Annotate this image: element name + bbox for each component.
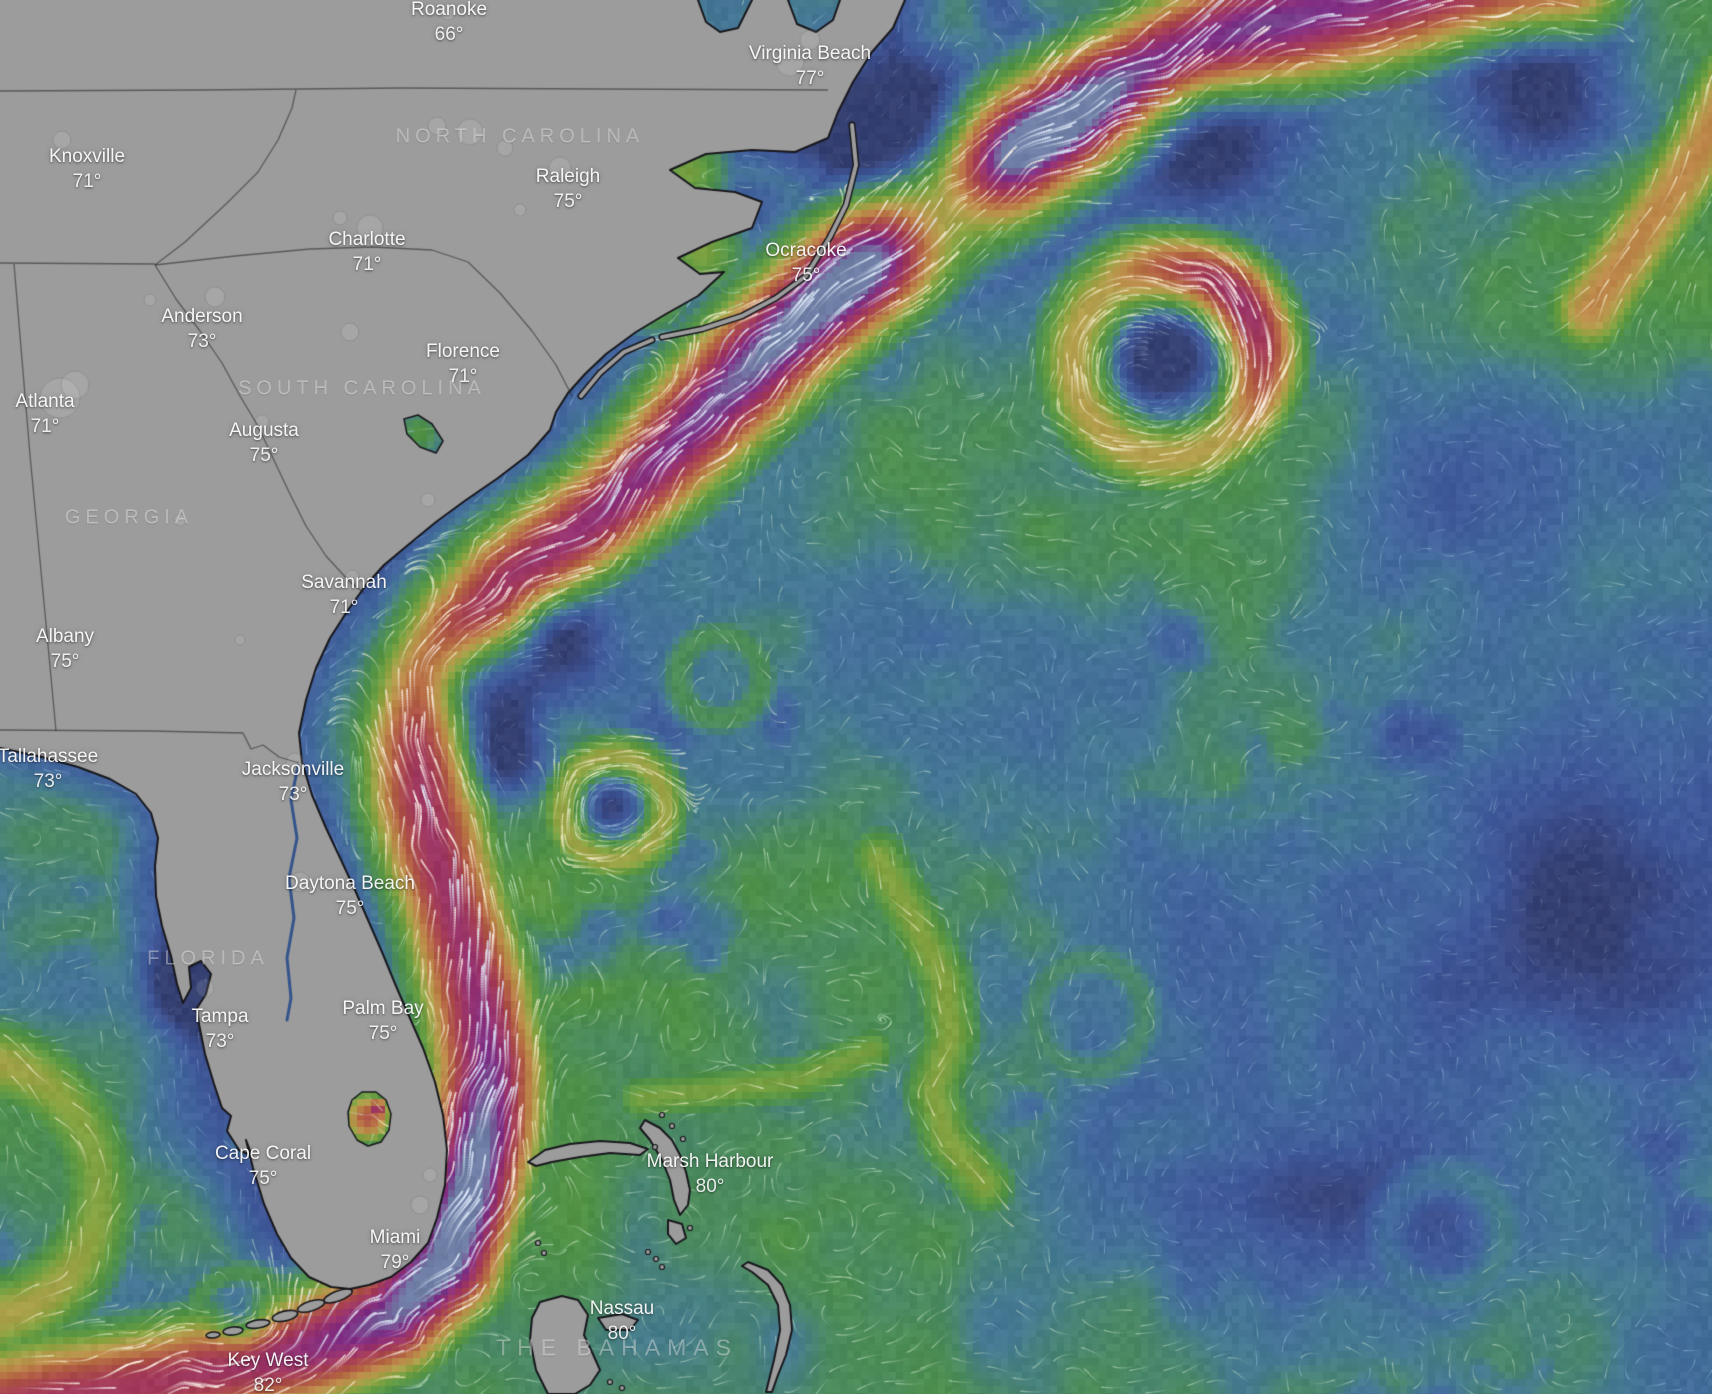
city-label[interactable]: Daytona Beach 75° bbox=[285, 871, 415, 921]
city-label[interactable]: Atlanta 71° bbox=[15, 389, 74, 439]
city-label[interactable]: Albany 75° bbox=[36, 624, 94, 674]
city-temperature: 75° bbox=[791, 265, 821, 286]
city-temperature: 73° bbox=[278, 784, 308, 805]
city-name: Albany bbox=[35, 626, 95, 647]
city-temperature: 77° bbox=[795, 68, 825, 89]
city-label[interactable]: Jacksonville 73° bbox=[242, 757, 344, 807]
city-temperature: 71° bbox=[72, 171, 102, 192]
city-name: Knoxville bbox=[48, 146, 126, 167]
city-name: Raleigh bbox=[535, 166, 601, 187]
city-temperature: 75° bbox=[248, 1168, 278, 1189]
city-temperature: 79° bbox=[380, 1252, 410, 1273]
city-label[interactable]: Miami 79° bbox=[370, 1225, 421, 1275]
city-label[interactable]: Key West 82° bbox=[228, 1348, 309, 1394]
city-name: Florence bbox=[426, 341, 500, 362]
city-label[interactable]: Raleigh 75° bbox=[536, 164, 600, 214]
city-label[interactable]: Savannah 71° bbox=[301, 570, 387, 620]
city-name: Cape Coral bbox=[214, 1143, 312, 1164]
city-name: Augusta bbox=[229, 420, 299, 441]
city-label[interactable]: Anderson 73° bbox=[161, 304, 242, 354]
city-temperature: 66° bbox=[434, 24, 464, 45]
city-name: Palm Bay bbox=[342, 998, 424, 1019]
city-name: Marsh Harbour bbox=[646, 1151, 774, 1172]
city-name: Key West bbox=[227, 1350, 309, 1371]
city-temperature: 73° bbox=[187, 331, 217, 352]
city-label[interactable]: Knoxville 71° bbox=[49, 144, 125, 194]
city-label[interactable]: Roanoke 66° bbox=[411, 0, 487, 47]
city-name: Tampa bbox=[191, 1005, 249, 1027]
city-name: Virginia Beach bbox=[748, 43, 872, 64]
city-name: Roanoke bbox=[410, 0, 488, 20]
city-label[interactable]: Marsh Harbour 80° bbox=[647, 1149, 774, 1199]
city-temperature: 71° bbox=[30, 416, 60, 437]
city-name: Tallahassee bbox=[0, 746, 99, 767]
city-label[interactable]: Tallahassee 73° bbox=[0, 744, 98, 794]
city-name: Ocracoke bbox=[765, 240, 847, 261]
city-name: Nassau bbox=[589, 1298, 655, 1319]
city-temperature: 71° bbox=[352, 254, 382, 275]
city-temperature: 75° bbox=[553, 191, 583, 212]
city-name: Anderson bbox=[161, 306, 243, 327]
city-temperature: 73° bbox=[33, 771, 63, 792]
city-name: Daytona Beach bbox=[285, 873, 415, 894]
city-label[interactable]: Charlotte 71° bbox=[328, 227, 405, 277]
city-name: Charlotte bbox=[328, 229, 406, 250]
city-label[interactable]: Augusta 75° bbox=[229, 418, 299, 468]
city-temperature: 73° bbox=[205, 1030, 235, 1052]
city-temperature: 71° bbox=[329, 597, 359, 618]
city-label[interactable]: Virginia Beach 77° bbox=[749, 41, 871, 91]
city-label[interactable]: Nassau 80° bbox=[590, 1296, 654, 1346]
city-temperature: 75° bbox=[368, 1023, 398, 1044]
city-name: Savannah bbox=[301, 572, 387, 593]
city-temperature: 80° bbox=[607, 1323, 637, 1344]
city-temperature: 75° bbox=[50, 651, 80, 672]
city-name: Miami bbox=[369, 1227, 421, 1248]
city-label[interactable]: Cape Coral 75° bbox=[215, 1141, 311, 1191]
city-name: Jacksonville bbox=[241, 759, 345, 780]
city-name: Atlanta bbox=[15, 391, 75, 412]
city-label[interactable]: Ocracoke 75° bbox=[765, 238, 846, 288]
city-temperature: 75° bbox=[335, 898, 365, 919]
city-label[interactable]: Florence 71° bbox=[426, 339, 500, 389]
city-temperature: 71° bbox=[448, 366, 478, 387]
city-label[interactable]: Palm Bay 75° bbox=[342, 996, 423, 1046]
city-label[interactable]: Tampa 73° bbox=[191, 1004, 248, 1054]
city-temperature: 80° bbox=[695, 1176, 725, 1197]
city-temperature: 75° bbox=[249, 445, 279, 466]
city-temperature: 82° bbox=[253, 1375, 283, 1394]
